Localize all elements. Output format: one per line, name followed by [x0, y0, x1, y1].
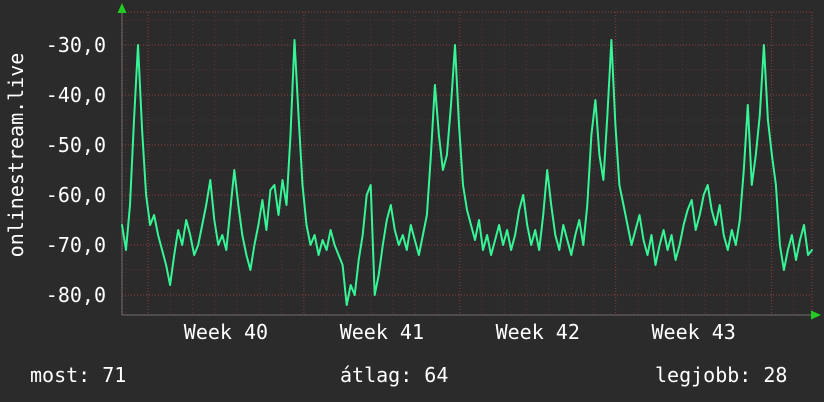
y-tick-label: -40,0 [45, 83, 106, 107]
stat-legjobb: legjobb: 28 [655, 363, 787, 387]
stat-legjobb-value: 28 [763, 363, 788, 387]
x-tick-label: Week 41 [339, 320, 424, 344]
stat-most-value: 71 [102, 363, 127, 387]
y-tick-label: -70,0 [45, 233, 106, 257]
stat-atlag-label: átlag: [340, 363, 413, 387]
y-tick-label: -80,0 [45, 283, 106, 307]
stat-atlag-value: 64 [424, 363, 449, 387]
x-tick-label: Week 43 [651, 320, 736, 344]
x-tick-label: Week 40 [183, 320, 269, 344]
y-tick-label: -50,0 [45, 133, 106, 157]
y-tick-label: -60,0 [45, 183, 106, 207]
stat-legjobb-label: legjobb: [655, 363, 752, 387]
stat-most: most: 71 [30, 363, 126, 387]
axis-arrow-right-icon [811, 310, 821, 320]
stat-atlag: átlag: 64 [340, 363, 448, 387]
y-tick-label: -30,0 [45, 33, 106, 57]
axis-arrow-up-icon [117, 3, 127, 13]
x-tick-label: Week 42 [495, 320, 580, 344]
signal-line [121, 39, 813, 306]
stat-most-label: most: [30, 363, 91, 387]
